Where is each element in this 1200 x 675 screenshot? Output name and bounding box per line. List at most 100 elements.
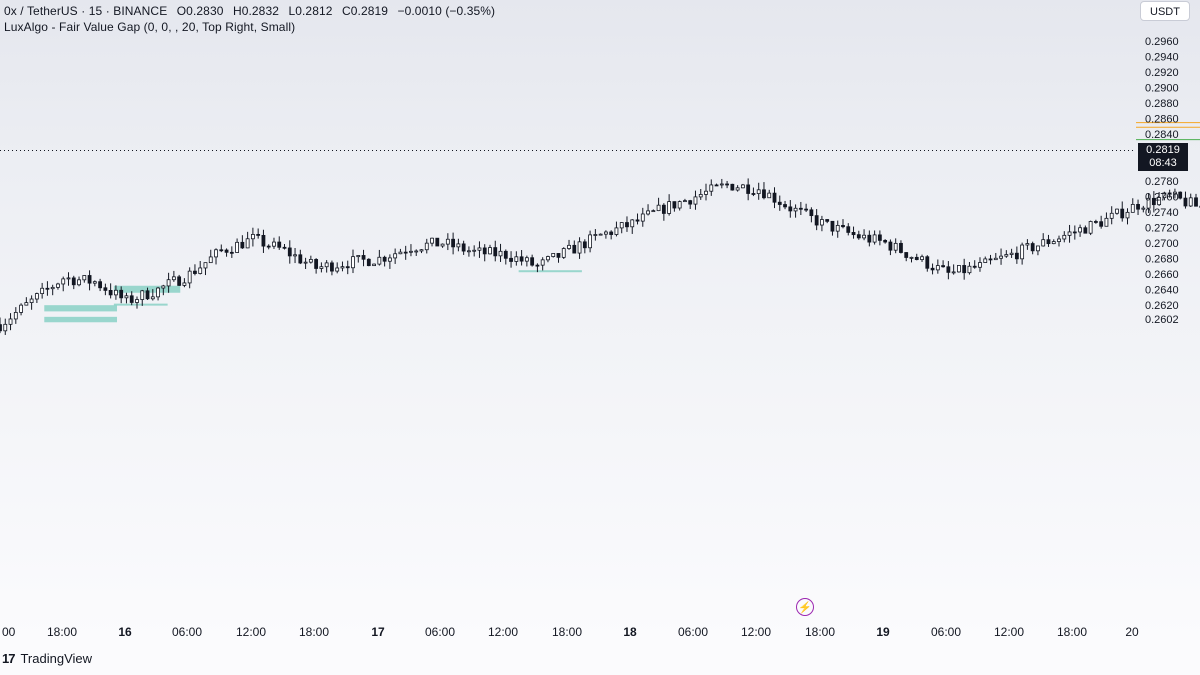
candle-body — [71, 277, 76, 286]
candle-body — [340, 266, 345, 269]
candle-body — [182, 282, 187, 286]
candle-body — [330, 262, 334, 272]
candle-body — [361, 255, 366, 260]
tradingview-logo[interactable]: 17 TradingView — [2, 651, 92, 666]
candle-body — [867, 234, 872, 243]
last-price-label: 0.2819 08:43 — [1138, 142, 1188, 171]
candle-body — [203, 262, 208, 269]
candle-body — [841, 225, 845, 228]
candle-body — [1099, 221, 1104, 227]
candle-body — [103, 287, 108, 291]
candle-body — [656, 204, 661, 212]
candle-body — [161, 285, 166, 289]
ohlc-change: −0.0010 (−0.35%) — [397, 4, 496, 18]
symbol-legend: 0x / TetherUS · 15 · BINANCE O0.2830 H0.… — [4, 4, 501, 18]
candle-body — [398, 251, 403, 255]
candle-body — [809, 209, 814, 217]
candle-body — [693, 196, 698, 205]
candle-body — [856, 234, 861, 239]
candle-body — [709, 184, 714, 192]
candle-body — [514, 256, 519, 262]
candle-body — [883, 239, 888, 243]
candle-body — [488, 247, 492, 255]
x-axis-tick-label: 06:00 — [931, 625, 961, 639]
candle-body — [567, 244, 571, 249]
candle-body — [630, 219, 635, 228]
candle-body — [1078, 227, 1082, 233]
candle-body — [287, 247, 292, 257]
indicator-name[interactable]: LuxAlgo - Fair Value Gap (0, 0, , 20, To… — [4, 20, 296, 34]
candle-body — [951, 271, 956, 274]
candle-body — [862, 234, 866, 239]
candle-body — [872, 234, 877, 243]
candle-body — [851, 232, 856, 236]
candle-body — [672, 201, 677, 209]
candle-body — [1036, 245, 1040, 252]
candle-body — [777, 201, 782, 205]
candle-body — [999, 255, 1003, 259]
indicator-legend[interactable]: LuxAlgo - Fair Value Gap (0, 0, , 20, To… — [4, 20, 301, 34]
candle-body — [993, 257, 998, 261]
candle-body — [1151, 197, 1156, 206]
candle-body — [335, 267, 340, 272]
bar-countdown: 08:43 — [1149, 156, 1177, 169]
candle-body — [1057, 238, 1061, 242]
x-axis-tick-label: 00 — [2, 625, 16, 639]
candle-body — [430, 237, 434, 244]
candle-body — [477, 247, 482, 251]
candle-body — [1093, 221, 1098, 223]
candle-body — [609, 231, 614, 235]
ohlc-open: O0.2830 — [176, 4, 224, 18]
candle-body — [962, 265, 967, 274]
candle-body — [345, 266, 350, 269]
candle-body — [293, 254, 297, 257]
candle-body — [387, 257, 392, 262]
candle-body — [725, 183, 729, 186]
candle-body — [1173, 191, 1177, 195]
candle-body — [156, 287, 160, 298]
y-axis-tick-label: 0.2880 — [1145, 98, 1179, 110]
candle-body — [667, 201, 672, 214]
candle-body — [193, 270, 197, 274]
candle-body — [888, 241, 893, 251]
candle-body — [646, 210, 650, 215]
tradingview-wordmark: TradingView — [20, 651, 93, 666]
candle-body — [1004, 254, 1009, 257]
x-axis-tick-label: 06:00 — [172, 625, 202, 639]
candle-body — [1051, 241, 1056, 245]
candle-body — [935, 265, 940, 271]
candle-body — [1083, 227, 1088, 234]
candle-body — [509, 257, 513, 262]
candle-body — [825, 219, 830, 222]
symbol-name[interactable]: 0x / TetherUS · 15 · BINANCE — [4, 4, 168, 18]
candle-body — [1014, 252, 1019, 260]
candle-body — [8, 318, 13, 325]
candle-body — [135, 299, 139, 303]
candle-body — [1046, 239, 1051, 245]
candle-body — [1178, 191, 1183, 199]
ohlc-close: C0.2819 — [341, 4, 389, 18]
candle-body — [1130, 203, 1135, 213]
candle-body — [588, 234, 592, 249]
candle-body — [677, 201, 682, 209]
candle-body — [519, 256, 524, 262]
candle-body — [445, 238, 450, 245]
candle-body — [814, 215, 819, 226]
candle-body — [208, 256, 213, 264]
candle-body — [19, 304, 23, 313]
candle-body — [635, 219, 640, 222]
candle-body — [214, 249, 218, 258]
x-axis-tick-label: 12:00 — [236, 625, 266, 639]
y-axis-tick-label: 0.2960 — [1145, 36, 1179, 48]
lightning-icon[interactable]: ⚡ — [796, 598, 814, 616]
y-axis-tick-label: 0.2860 — [1145, 114, 1179, 126]
candle-body — [114, 289, 118, 296]
candle-body — [1025, 243, 1030, 246]
candle-body — [1183, 197, 1188, 207]
candle-body — [451, 238, 456, 248]
y-axis-tick-label: 0.2840 — [1145, 129, 1179, 141]
candle-body — [440, 243, 445, 247]
currency-button[interactable]: USDT — [1140, 1, 1190, 21]
